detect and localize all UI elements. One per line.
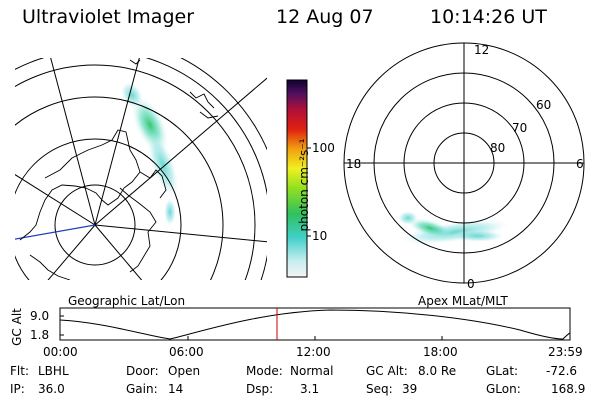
mlt-label-12: 12: [474, 43, 490, 57]
filter-value: LBHL: [38, 364, 69, 378]
altitude-tick-9: 9.0: [30, 309, 50, 323]
gain-value: 14: [168, 382, 184, 396]
observation-date: 12 Aug 07: [276, 6, 374, 28]
altitude-plot: [59, 307, 571, 341]
latitude-circles: [15, 64, 256, 280]
gc-alt-label: GC Alt:: [366, 364, 408, 378]
time-tick-1200: 12:00: [296, 345, 331, 359]
door-value: Open: [168, 364, 201, 378]
coastline: [19, 59, 219, 280]
time-tick-0600: 06:00: [169, 345, 204, 359]
color-bar: [286, 79, 311, 278]
seq-value: 39: [402, 382, 418, 396]
aurora-emission-right: [398, 211, 510, 245]
time-tick-1800: 18:00: [423, 345, 458, 359]
gain-label: Gain:: [126, 382, 158, 396]
mlt-label-18: 18: [346, 157, 362, 171]
mlat-label-80: 80: [490, 141, 506, 155]
mode-value: Normal: [290, 364, 334, 378]
gc-alt-value: 8.0 Re: [418, 364, 457, 378]
glon-label: GLon:: [486, 382, 521, 396]
left-map-caption: Geographic Lat/Lon: [68, 294, 186, 308]
polar-plot: [343, 42, 585, 284]
colorbar-unit-label: photon cm⁻²s⁻¹: [297, 138, 311, 232]
colorbar-tick-10: 10: [312, 229, 328, 243]
time-tick-0000: 00:00: [43, 345, 78, 359]
glat-label: GLat:: [486, 364, 519, 378]
filter-label: Flt:: [10, 364, 29, 378]
sun-direction-line: [15, 224, 96, 240]
geographic-map: [15, 58, 267, 280]
glon-value: 168.9: [551, 382, 586, 396]
mode-label: Mode:: [246, 364, 283, 378]
time-tick-2359: 23:59: [548, 345, 583, 359]
dsp-label: Dsp:: [246, 382, 274, 396]
mlat-label-60: 60: [536, 98, 552, 112]
observation-time: 10:14:26 UT: [430, 6, 547, 28]
altitude-axis-label: GC Alt: [10, 308, 24, 346]
mlat-label-70: 70: [512, 121, 528, 135]
colorbar-tick-100: 100: [312, 141, 335, 155]
ip-label: IP:: [10, 382, 25, 396]
altitude-curve: [59, 309, 571, 340]
mlt-label-0: 0: [467, 277, 475, 291]
glat-value: -72.6: [546, 364, 578, 378]
seq-label: Seq:: [366, 382, 393, 396]
right-map-caption: Apex MLat/MLT: [418, 294, 508, 308]
ip-value: 36.0: [38, 382, 65, 396]
door-label: Door:: [126, 364, 159, 378]
instrument-title: Ultraviolet Imager: [22, 6, 195, 28]
dsp-value: 3.1: [300, 382, 320, 396]
mlt-label-6: 6: [576, 157, 584, 171]
meridian-lines: [15, 58, 267, 280]
altitude-tick-1-8: 1.8: [30, 328, 50, 342]
aurora-emission-left: [120, 81, 179, 226]
mlt-lines: [344, 43, 584, 283]
